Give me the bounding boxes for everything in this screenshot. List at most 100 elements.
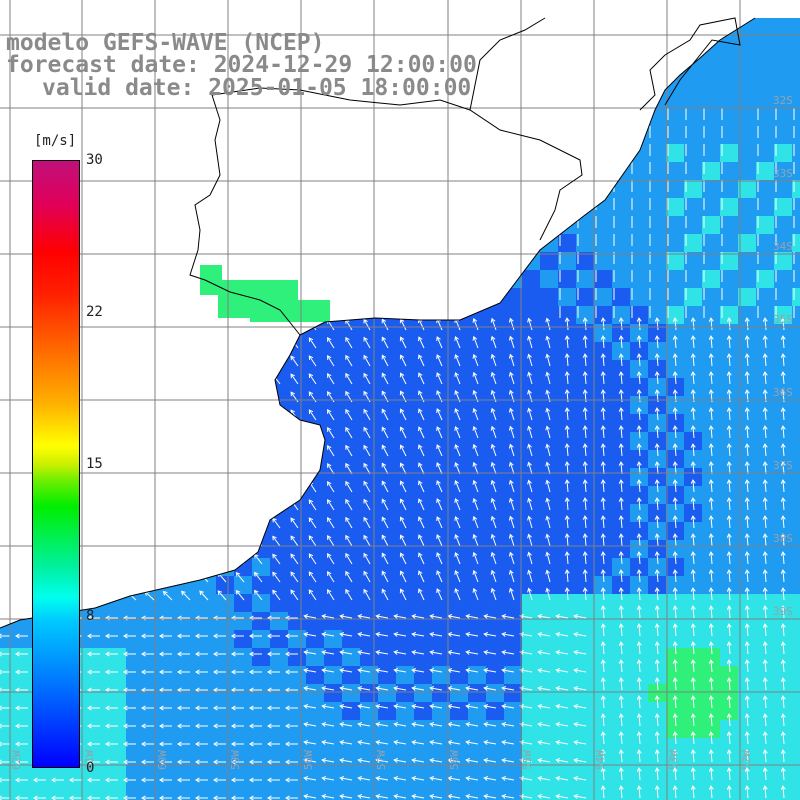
wave-arrow-head xyxy=(195,759,200,765)
field-cell xyxy=(234,702,253,721)
field-cell xyxy=(720,252,739,271)
wave-arrow xyxy=(638,642,641,655)
wave-arrow xyxy=(638,732,641,745)
wave-arrow xyxy=(436,516,443,529)
wave-arrow xyxy=(674,498,677,511)
wave-arrow xyxy=(308,337,317,349)
grid-label-lon: 52W xyxy=(740,750,753,770)
field-cell xyxy=(648,162,667,181)
wave-arrow xyxy=(308,427,317,439)
wave-arrow-head xyxy=(339,704,345,709)
field-cell xyxy=(468,342,487,361)
field-cell xyxy=(666,504,685,523)
field-cell xyxy=(594,774,613,793)
wave-arrow xyxy=(509,516,515,529)
wave-arrow xyxy=(620,444,623,457)
wave-arrow-head xyxy=(381,372,387,378)
field-cell xyxy=(306,630,325,649)
wave-arrow xyxy=(782,714,785,727)
wave-arrow xyxy=(163,375,173,385)
wave-arrow xyxy=(448,633,461,637)
field-cell xyxy=(450,594,469,613)
wave-arrow-head xyxy=(636,623,642,628)
field-cell xyxy=(756,18,775,19)
wave-arrow xyxy=(728,462,731,475)
field-cell xyxy=(756,162,775,181)
field-cell xyxy=(468,162,487,181)
wave-arrow xyxy=(546,570,551,583)
grid-label-lon: 60W xyxy=(156,750,169,770)
field-cell xyxy=(486,90,505,109)
wave-arrow-head xyxy=(195,633,200,639)
wave-arrow-head xyxy=(654,371,660,376)
field-cell xyxy=(630,90,649,109)
field-cell xyxy=(126,666,145,685)
wave-arrow xyxy=(272,356,281,367)
field-cell xyxy=(666,774,685,793)
field-cell xyxy=(612,666,631,685)
field-cell xyxy=(774,252,793,271)
field-cell xyxy=(306,522,325,541)
wave-arrow xyxy=(17,449,29,457)
field-cell xyxy=(504,396,523,415)
wave-arrow xyxy=(181,446,191,457)
wave-arrow xyxy=(538,795,551,799)
field-cell xyxy=(468,126,487,145)
wave-arrow xyxy=(574,759,587,763)
wave-arrow xyxy=(491,588,497,601)
field-cell xyxy=(396,522,415,541)
wave-arrow-head xyxy=(108,591,113,597)
wave-arrow-head xyxy=(181,428,186,434)
field-cell xyxy=(594,378,613,397)
wave-arrow-head xyxy=(465,686,471,691)
field-cell xyxy=(702,108,721,127)
wave-arrow-head xyxy=(501,632,507,637)
field-cell xyxy=(630,594,649,613)
wave-arrow-head xyxy=(162,572,168,578)
wave-arrow xyxy=(764,336,767,349)
wave-arrow-head xyxy=(303,650,309,655)
field-cell xyxy=(180,486,199,505)
wave-arrow xyxy=(674,696,677,709)
wave-arrow xyxy=(638,354,641,367)
field-cell xyxy=(486,648,505,667)
wave-arrow xyxy=(327,553,335,565)
wave-arrow xyxy=(728,552,731,565)
wave-arrow-head xyxy=(144,573,150,578)
wave-arrow xyxy=(235,590,245,601)
field-cell xyxy=(774,684,793,703)
wave-arrow-head xyxy=(105,651,110,657)
wave-arrow xyxy=(674,606,677,619)
wave-arrow-head xyxy=(672,497,678,502)
wave-arrow-head xyxy=(744,569,750,574)
field-cell xyxy=(720,594,739,613)
wave-arrow xyxy=(566,516,569,529)
field-cell xyxy=(504,792,523,800)
wave-arrow-head xyxy=(345,588,350,594)
wave-arrow xyxy=(764,444,767,457)
wave-arrow xyxy=(358,669,371,673)
field-cell xyxy=(162,594,181,613)
wave-arrow xyxy=(0,485,11,493)
wave-arrow-head xyxy=(527,587,532,593)
river-plate-wave-patch xyxy=(200,265,330,322)
wave-arrow-head xyxy=(217,554,223,559)
wave-arrow xyxy=(430,669,443,673)
field-cell xyxy=(576,558,595,577)
field-cell xyxy=(540,666,559,685)
field-cell xyxy=(486,216,505,235)
wave-arrow xyxy=(566,534,569,547)
field-cell xyxy=(306,378,325,397)
wave-arrow-head xyxy=(582,497,588,502)
field-cell xyxy=(378,144,397,163)
field-cell xyxy=(342,342,361,361)
field-cell xyxy=(108,198,127,217)
field-cell xyxy=(324,504,343,523)
field-cell xyxy=(252,216,271,235)
wave-arrow-head xyxy=(582,443,588,448)
wave-arrow xyxy=(466,687,479,691)
field-cell xyxy=(144,108,163,127)
field-cell xyxy=(144,432,163,451)
field-cell xyxy=(288,468,307,487)
field-cell xyxy=(576,252,595,271)
